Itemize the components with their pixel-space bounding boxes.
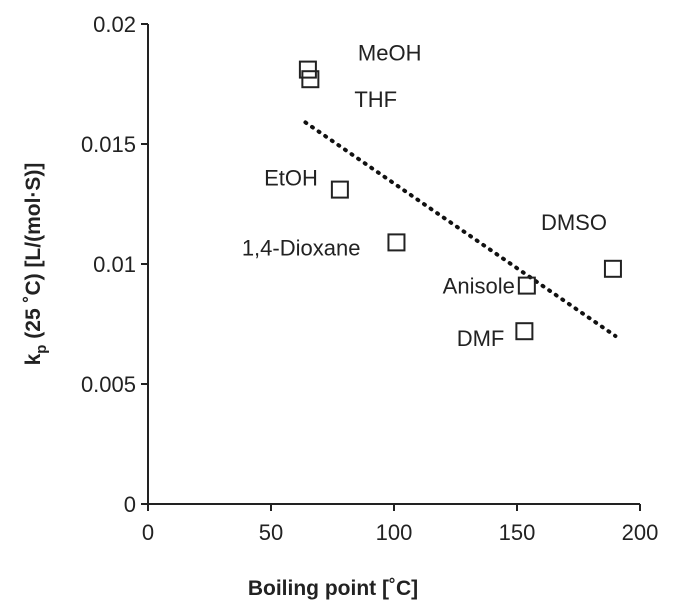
data-point-label: THF <box>354 87 397 112</box>
trendline-group <box>303 120 618 338</box>
y-axis-ticks: 0 0.005 0.01 0.015 0.02 <box>81 12 148 517</box>
data-point-label: MeOH <box>358 41 422 66</box>
data-point-marker <box>301 70 320 89</box>
y-tick-label: 0.015 <box>81 132 136 157</box>
y-axis-title: kp (25 ˚C) [L/(mol·S)] <box>22 163 50 366</box>
data-point-label: DMF <box>457 326 505 351</box>
data-point-marker <box>517 276 536 295</box>
x-tick-label: 100 <box>376 520 413 545</box>
x-axis-ticks: 0 50 100 150 200 <box>142 504 658 545</box>
y-tick-label: 0 <box>124 492 136 517</box>
data-point-marker <box>603 259 622 278</box>
data-point-label: DMSO <box>541 210 607 235</box>
y-tick-label: 0.01 <box>93 252 136 277</box>
data-point-label: 1,4-Dioxane <box>242 235 361 260</box>
y-axis-title-subscript: p <box>33 345 50 354</box>
data-point-marker <box>515 322 534 341</box>
y-tick-label: 0.005 <box>81 372 136 397</box>
point-labels: MeOH THF EtOH 1,4-Dioxane DMSO Anisole DMF <box>242 41 607 352</box>
x-axis-title: Boiling point [˚C] <box>248 577 418 600</box>
data-point-marker <box>298 60 317 79</box>
y-axis-title-rest: (25 ˚C) [L/(mol·S)] <box>22 163 45 345</box>
data-points <box>298 60 622 341</box>
y-axis-title-k: k <box>22 353 45 365</box>
data-point-label: Anisole <box>443 274 515 299</box>
x-tick-label: 150 <box>499 520 536 545</box>
x-tick-label: 0 <box>142 520 154 545</box>
data-point-marker <box>387 233 406 252</box>
data-point-label: EtOH <box>264 166 318 191</box>
x-tick-label: 50 <box>259 520 283 545</box>
trendline <box>303 120 618 338</box>
y-tick-label: 0.02 <box>93 12 136 37</box>
data-point-marker <box>330 180 349 199</box>
x-tick-label: 200 <box>622 520 659 545</box>
